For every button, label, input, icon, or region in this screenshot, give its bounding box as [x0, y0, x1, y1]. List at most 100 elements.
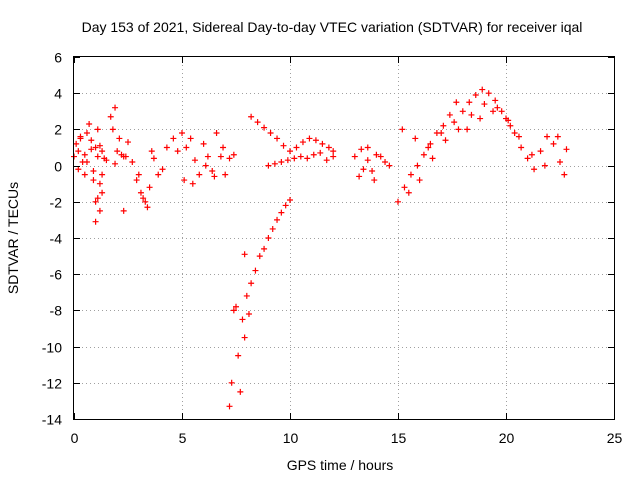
data-point: [440, 122, 447, 129]
data-point: [256, 253, 263, 260]
data-point: [196, 171, 203, 178]
data-point: [524, 155, 531, 162]
data-point: [479, 86, 486, 93]
data-point: [248, 280, 255, 287]
data-point: [442, 137, 449, 144]
data-series: [395, 86, 570, 205]
data-point: [213, 130, 220, 137]
data-point: [252, 267, 259, 274]
data-point: [245, 311, 252, 318]
data-point: [233, 303, 239, 310]
data-point: [135, 171, 142, 178]
data-point: [416, 177, 423, 184]
data-series: [170, 130, 237, 187]
data-point: [204, 153, 211, 160]
data-point: [118, 151, 125, 158]
data-point: [261, 245, 268, 252]
data-point: [319, 140, 326, 147]
data-point: [515, 133, 522, 140]
data-point: [269, 225, 276, 232]
data-point: [325, 144, 332, 151]
data-point: [528, 151, 535, 158]
data-point: [200, 140, 207, 147]
x-tick-label: 10: [283, 430, 299, 446]
data-point: [304, 155, 311, 162]
data-point: [183, 144, 190, 151]
data-points: [71, 86, 570, 410]
data-point: [99, 189, 106, 196]
data-point: [455, 126, 462, 133]
data-point: [144, 204, 151, 211]
data-point: [274, 135, 281, 142]
data-point: [287, 196, 293, 203]
data-point: [94, 195, 101, 202]
data-point: [114, 148, 121, 155]
data-point: [360, 166, 367, 173]
data-point: [351, 153, 358, 160]
data-point: [92, 198, 99, 205]
data-point: [107, 113, 114, 120]
data-point: [112, 104, 119, 111]
data-point: [498, 108, 505, 115]
data-point: [265, 235, 272, 241]
data-point: [241, 251, 248, 258]
grid: [74, 57, 614, 419]
data-point: [241, 334, 248, 341]
data-point: [226, 155, 233, 162]
data-point: [492, 97, 499, 104]
y-tick-label: -10: [42, 340, 62, 356]
data-point: [235, 352, 242, 359]
data-point: [561, 171, 568, 178]
data-point: [120, 207, 127, 214]
y-axis-label: SDTVAR / TECUs: [5, 182, 21, 294]
data-point: [170, 135, 177, 142]
data-point: [75, 148, 82, 155]
data-point: [511, 130, 518, 137]
data-point: [554, 133, 561, 140]
data-point: [284, 157, 291, 164]
data-point: [364, 157, 371, 164]
data-point: [92, 218, 99, 225]
data-point: [261, 124, 268, 131]
data-point: [407, 171, 414, 178]
data-point: [88, 146, 95, 153]
data-point: [109, 126, 116, 133]
data-point: [312, 137, 319, 144]
data-point: [287, 148, 293, 155]
data-point: [427, 140, 434, 147]
data-series: [71, 120, 110, 225]
data-point: [317, 149, 324, 156]
data-point: [306, 135, 313, 142]
data-point: [73, 140, 80, 147]
y-tick-label: 4: [54, 86, 62, 102]
data-point: [550, 140, 557, 147]
data-point: [217, 153, 224, 160]
data-point: [477, 115, 484, 122]
data-point: [373, 151, 380, 158]
data-point: [464, 126, 471, 133]
data-point: [83, 158, 90, 165]
x-tick-label: 5: [179, 430, 187, 446]
data-point: [191, 157, 198, 164]
data-point: [189, 180, 196, 187]
data-point: [88, 137, 95, 144]
data-point: [481, 101, 488, 108]
data-point: [248, 113, 255, 120]
data-point: [453, 99, 460, 106]
data-point: [451, 119, 458, 126]
data-point: [140, 195, 147, 202]
data-point: [90, 177, 97, 184]
data-point: [181, 177, 188, 184]
data-point: [146, 184, 153, 191]
data-point: [399, 126, 406, 133]
data-point: [155, 171, 162, 178]
data-point: [96, 207, 103, 214]
data-point: [466, 99, 473, 106]
data-point: [116, 135, 123, 142]
data-point: [94, 153, 101, 160]
data-point: [395, 198, 401, 205]
data-point: [220, 144, 227, 151]
data-point: [137, 189, 144, 196]
data-point: [293, 144, 300, 151]
